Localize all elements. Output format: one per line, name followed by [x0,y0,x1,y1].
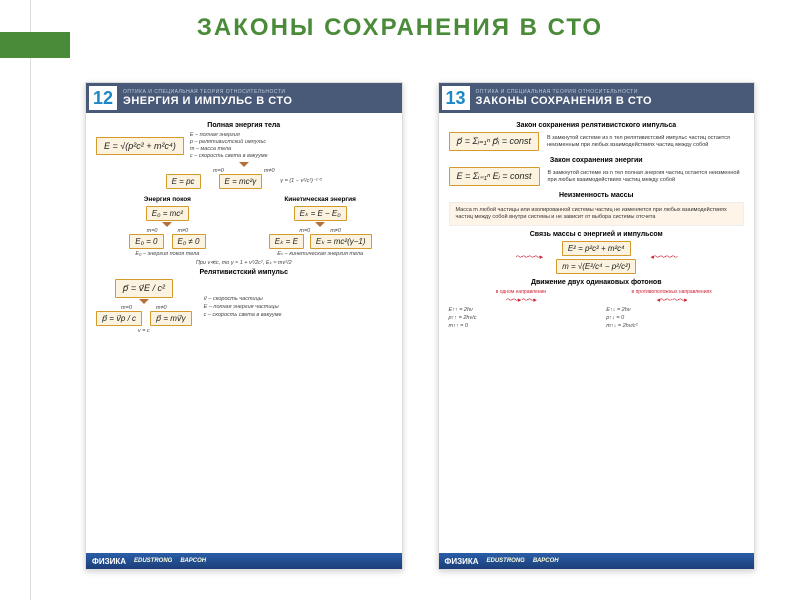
legend: p – релятивистский импульс [190,139,266,145]
formula: E₀ = 0 [129,234,163,249]
page-header: 12 ОПТИКА И СПЕЦИАЛЬНАЯ ТЕОРИЯ ОТНОСИТЕЛ… [86,83,402,113]
section-title: Закон сохранения энергии [449,157,745,164]
page-number: 12 [89,86,117,110]
wave-icon: 〜〜▸ 〜〜▸ [449,295,594,305]
section-title: Энергия покоя [144,196,191,203]
page-footer: ФИЗИКА EDUSTRONG ВАРСОН [439,553,755,569]
formula: E² = p²c² + m²c⁴ [562,241,631,256]
footer-brand2: EDUSTRONG [134,558,172,564]
arrow-down-icon [239,162,249,167]
legend: v⃗ – скорость частицы [204,296,263,302]
section-title: Полная энергия тела [96,122,392,129]
formula: E₀ = mc² [146,206,189,221]
section-title: Неизменность массы [449,192,745,199]
page-header: 13 ОПТИКА И СПЕЦИАЛЬНАЯ ТЕОРИЯ ОТНОСИТЕЛ… [439,83,755,113]
wave-icon: 〜〜〜〜▸ [516,252,543,262]
section-title: Связь массы с энергией и импульсом [449,231,745,238]
page-body: Закон сохранения релятивистского импульс… [439,113,755,553]
formula: p⃗ = mv⃗γ [150,311,192,326]
description: В замкнутой системе из n тел релятивистс… [547,135,744,149]
formula: Eₖ = E − E₀ [294,206,347,221]
eq: p↑↓ = 0 [606,315,624,321]
formula: p⃗ = Σᵢ₌₁ⁿ p⃗ᵢ = const [449,132,539,151]
arrow-down-icon [162,222,172,227]
pages-container: 12 ОПТИКА И СПЕЦИАЛЬНАЯ ТЕОРИЯ ОТНОСИТЕЛ… [85,82,755,570]
formula: m = √(E²/c⁴ − p²/c²) [556,259,636,274]
note: При v≪c, то γ ≈ 1 + v²/2c², Eₖ ≈ mv²/2 [96,260,392,266]
formula: E = √(p²c² + m²c⁴) [96,137,184,155]
slide-title: ЗАКОНЫ СОХРАНЕНИЯ В СТО [0,14,800,42]
formula: p⃗ = v⃗p / c [96,311,142,326]
section-title: Релятивистский импульс [96,269,392,276]
footer-brand: ФИЗИКА [445,557,479,566]
section-title: Закон сохранения релятивистского импульс… [449,122,745,129]
footer-brand3: ВАРСОН [533,558,559,564]
legend: E – полная энергия [190,132,240,138]
page-body: Полная энергия тела E = √(p²c² + m²c⁴) E… [86,113,402,553]
formula: E = Σᵢ₌₁ⁿ Eᵢ = const [449,167,540,186]
note: v = c [138,328,150,334]
legend: c – скорость света в вакууме [190,153,268,159]
formula: Eₖ = E [269,234,304,249]
page-13: 13 ОПТИКА И СПЕЦИАЛЬНАЯ ТЕОРИЯ ОТНОСИТЕЛ… [438,82,756,570]
formula: E₀ ≠ 0 [172,234,206,249]
eq: E↑↑ = 2hν [449,307,473,313]
decoration-line [30,0,31,600]
highlight-box: Масса m любой частицы или изолированной … [449,202,745,226]
formula: E = mc²γ [219,174,263,189]
description: В замкнутой системе из n тел полная энер… [548,170,744,184]
page-title: ЗАКОНЫ СОХРАНЕНИЯ В СТО [476,95,653,107]
formula: E = pc [166,174,201,189]
wave-icon: ◂〜〜〜〜 [650,252,677,262]
legend: m – масса тела [190,146,231,152]
legend: E – полная энергия частицы [204,304,279,310]
section-title: Кинетическая энергия [284,196,356,203]
eq: m↑↓ = 2hν/c² [606,323,637,329]
footer-brand: ФИЗИКА [92,557,126,566]
formula-text: γ = (1 − v²/c²)⁻¹ᐟ² [280,178,322,184]
wave-icon: ◂〜〜 〜〜▸ [599,295,744,305]
formula: p⃗ = v⃗E / c² [115,279,173,298]
arrow-down-icon [139,299,149,304]
section-title: Движение двух одинаковых фотонов [449,279,745,286]
eq: E↑↓ = 2hν [606,307,630,313]
page-footer: ФИЗИКА EDUSTRONG ВАРСОН [86,553,402,569]
footer-brand2: EDUSTRONG [487,558,525,564]
footer-brand3: ВАРСОН [180,558,206,564]
formula: Eₖ = mc²(γ−1) [310,234,372,249]
page-12: 12 ОПТИКА И СПЕЦИАЛЬНАЯ ТЕОРИЯ ОТНОСИТЕЛ… [85,82,403,570]
note: E₀ – энергия покоя тела [135,251,199,257]
page-number: 13 [442,86,470,110]
eq: p↑↑ = 2hν/c [449,315,477,321]
eq: m↑↑ = 0 [449,323,468,329]
legend: c – скорость света в вакууме [204,312,282,318]
page-title: ЭНЕРГИЯ И ИМПУЛЬС В СТО [123,95,292,107]
arrow-down-icon [315,222,325,227]
note: Eₖ – кинетическая энергия тела [277,251,363,257]
